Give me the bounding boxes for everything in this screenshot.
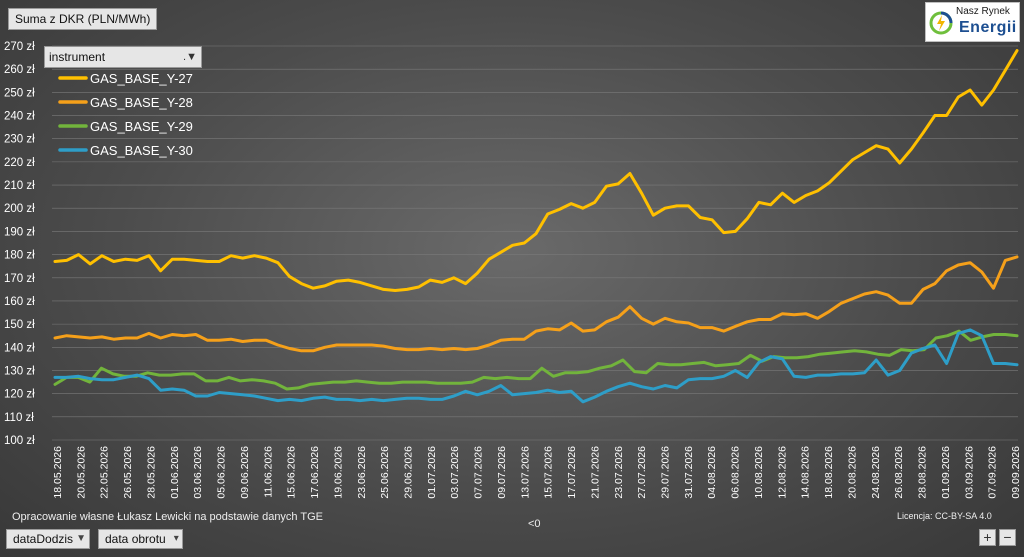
logo: Nasz Rynek Energii	[925, 2, 1020, 42]
x-tick-label: 26.08.2026	[893, 446, 905, 499]
x-tick-label: 25.06.2026	[379, 446, 391, 499]
x-tick-label: 01.06.2026	[169, 446, 181, 499]
x-tick-label: 31.07.2026	[683, 446, 695, 499]
y-tick-label: 100 zł	[4, 435, 35, 447]
y-tick-label: 130 zł	[4, 365, 35, 377]
legend-label: GAS_BASE_Y-28	[90, 95, 193, 110]
trade-date-field-label: data obrotu	[105, 532, 166, 546]
y-tick-label: 170 zł	[4, 273, 35, 285]
y-tick-label: 180 zł	[4, 250, 35, 262]
x-tick-label: 18.08.2026	[823, 446, 835, 499]
y-tick-label: 150 zł	[4, 319, 35, 331]
date-field-button[interactable]: dataDodzis ▼	[6, 529, 91, 549]
logo-icon	[929, 11, 953, 35]
instrument-filter[interactable]: instrument .▼	[44, 46, 202, 68]
x-tick-label: 26.05.2026	[122, 446, 134, 499]
x-tick-label: 11.06.2026	[262, 446, 274, 498]
logo-text-bottom: Energii	[959, 19, 1017, 36]
x-tick-label: 24.08.2026	[870, 446, 882, 499]
x-tick-label: 19.06.2026	[332, 446, 344, 499]
x-tick-label: 07.09.2026	[987, 446, 999, 499]
value-field-button[interactable]: Suma z DKR (PLN/MWh)	[8, 8, 158, 30]
series-line-gas_base_y-30	[53, 328, 1019, 404]
x-tick-label: 20.08.2026	[846, 446, 858, 499]
x-tick-label: 07.07.2026	[473, 446, 485, 499]
x-tick-label: 09.07.2026	[496, 446, 508, 499]
x-tick-label: 17.06.2026	[309, 446, 321, 499]
y-tick-label: 240 zł	[4, 111, 35, 123]
trade-date-field-button[interactable]: data obrotu ▾	[98, 529, 183, 549]
y-tick-label: 270 zł	[4, 41, 35, 53]
x-tick-label: 05.06.2026	[216, 446, 228, 499]
collapse-button[interactable]: −	[999, 529, 1016, 546]
license-label: Licencja: CC-BY-SA 4.0	[897, 511, 992, 521]
x-tick-label: 01.07.2026	[426, 446, 438, 499]
x-tick-label: 10.08.2026	[753, 446, 765, 499]
series-line-gas_base_y-28	[53, 255, 1019, 353]
grouping-label: <0	[528, 518, 541, 530]
date-field-label: dataDodzis	[13, 532, 74, 546]
x-tick-label: 28.08.2026	[917, 446, 929, 499]
y-tick-label: 140 zł	[4, 342, 35, 354]
x-tick-label: 12.08.2026	[776, 446, 788, 499]
x-tick-label: 03.07.2026	[449, 446, 461, 499]
y-tick-label: 120 zł	[4, 389, 35, 401]
x-tick-label: 29.07.2026	[660, 446, 672, 499]
x-tick-label: 22.05.2026	[99, 446, 111, 499]
x-tick-label: 09.09.2026	[1010, 446, 1022, 499]
y-tick-label: 220 zł	[4, 157, 35, 169]
legend-label: GAS_BASE_Y-27	[90, 71, 193, 86]
x-tick-label: 13.07.2026	[519, 446, 531, 499]
y-tick-label: 230 zł	[4, 134, 35, 146]
x-tick-label: 17.07.2026	[566, 446, 578, 499]
filter-icon[interactable]: .▼	[183, 51, 197, 63]
x-tick-label: 01.09.2026	[940, 446, 952, 499]
expand-button[interactable]: +	[979, 529, 996, 546]
y-tick-label: 110 zł	[4, 412, 34, 424]
x-tick-label: 29.06.2026	[402, 446, 414, 499]
legend-label: GAS_BASE_Y-30	[90, 143, 193, 158]
x-tick-label: 06.08.2026	[730, 446, 742, 499]
x-tick-label: 23.07.2026	[613, 446, 625, 499]
x-tick-label: 14.08.2026	[800, 446, 812, 499]
x-tick-label: 04.08.2026	[706, 446, 718, 499]
y-tick-label: 190 zł	[4, 226, 35, 238]
y-tick-label: 250 zł	[4, 87, 35, 99]
series-line-gas_base_y-29	[53, 329, 1019, 391]
x-tick-label: 15.07.2026	[543, 446, 555, 499]
y-tick-label: 210 zł	[4, 180, 35, 192]
logo-text-top: Nasz Rynek	[956, 6, 1010, 17]
y-tick-label: 260 zł	[4, 64, 35, 76]
instrument-filter-label: instrument	[49, 50, 106, 64]
series-line-gas_base_y-27	[53, 49, 1019, 292]
x-tick-label: 03.06.2026	[192, 446, 204, 499]
x-tick-label: 20.05.2026	[75, 446, 87, 499]
x-tick-label: 28.05.2026	[145, 446, 157, 499]
y-tick-label: 160 zł	[4, 296, 35, 308]
x-tick-label: 03.09.2026	[963, 446, 975, 499]
x-tick-label: 21.07.2026	[589, 446, 601, 499]
y-tick-label: 200 zł	[4, 203, 35, 215]
source-credit: Opracowanie własne Łukasz Lewicki na pod…	[12, 511, 324, 523]
legend-label: GAS_BASE_Y-29	[90, 119, 193, 134]
x-tick-label: 18.05.2026	[52, 446, 64, 499]
filter-icon[interactable]: ▼	[76, 533, 87, 544]
x-tick-label: 23.06.2026	[356, 446, 368, 499]
dropdown-icon[interactable]: ▾	[173, 533, 179, 544]
x-tick-label: 27.07.2026	[636, 446, 648, 499]
x-tick-label: 15.06.2026	[286, 446, 298, 499]
x-tick-label: 09.06.2026	[239, 446, 251, 499]
